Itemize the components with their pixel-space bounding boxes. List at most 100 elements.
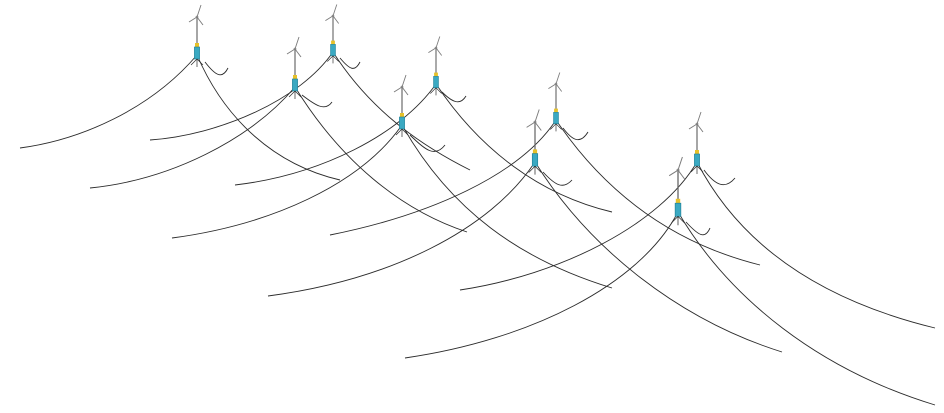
transition-band (434, 72, 438, 77)
mooring-line (685, 221, 711, 236)
mooring-line (562, 127, 589, 141)
blade (668, 169, 679, 177)
mooring-line (404, 211, 679, 359)
blade (534, 109, 540, 123)
blade (688, 123, 698, 130)
blade (696, 123, 704, 133)
blade (526, 121, 536, 128)
mooring-line (401, 124, 613, 289)
transition-band (554, 108, 558, 113)
blade (555, 72, 561, 85)
transition-band (532, 149, 538, 154)
mooring-line (267, 161, 536, 297)
blade (332, 15, 340, 24)
bridle-line (430, 87, 437, 94)
bridle-line (534, 165, 542, 173)
bridle-line (435, 87, 442, 94)
spar-buoy (292, 78, 298, 92)
blade (196, 4, 202, 18)
blade (534, 121, 542, 131)
bridle-line (196, 58, 204, 66)
blade (401, 86, 409, 96)
mooring-line (329, 119, 557, 236)
floating-wind-turbine-icon (325, 4, 340, 64)
mooring-line (435, 83, 613, 213)
spar-buoy (330, 44, 336, 57)
floating-wind-turbine-icon (393, 74, 409, 137)
floating-wind-turbine-icon (428, 36, 443, 96)
blade (555, 83, 563, 92)
bridle-line (550, 123, 557, 130)
bridle-line (395, 128, 403, 136)
blade (435, 36, 441, 49)
blade (196, 16, 204, 26)
spar-buoy (553, 112, 559, 125)
transition-band (331, 40, 335, 45)
blade (677, 169, 685, 180)
blade (401, 74, 407, 88)
bridle-line (696, 165, 704, 173)
blade (548, 83, 557, 90)
floating-wind-turbine-icon (688, 111, 704, 174)
bridle-line (671, 216, 679, 224)
mooring-line (696, 161, 936, 329)
blade (332, 4, 338, 17)
blade (188, 16, 198, 23)
mooring-line (409, 134, 446, 152)
bridle-line (401, 128, 409, 136)
blade (696, 111, 702, 125)
bridle-line (528, 165, 536, 173)
spar-buoy (531, 153, 539, 167)
mooring-line (441, 91, 467, 103)
mooring-line (171, 124, 403, 239)
floating-wind-turbine-icon (286, 36, 302, 99)
floating-wind-turbine-icon (188, 4, 204, 67)
turbines-layer (188, 4, 704, 226)
floating-wind-turbine-icon (548, 72, 563, 132)
blade (435, 47, 443, 56)
mooring-line (555, 119, 761, 266)
transition-band (400, 113, 404, 117)
spar-buoy (399, 116, 405, 130)
transition-band (695, 150, 699, 154)
blade (428, 47, 437, 54)
mooring-line (204, 61, 229, 76)
bridle-line (690, 165, 698, 173)
mooring-line (196, 54, 341, 181)
transition-band (675, 198, 681, 204)
spar-buoy (674, 202, 682, 217)
blade (325, 15, 334, 22)
bridle-line (555, 123, 562, 130)
floating-wind-turbine-icon (526, 109, 542, 175)
mooring-line (234, 83, 437, 186)
transition-band (195, 43, 199, 47)
mooring-line (542, 171, 573, 186)
blade (677, 156, 683, 171)
bridle-line (332, 55, 339, 62)
mooring-line (677, 211, 936, 406)
bridle-line (288, 90, 296, 98)
bridle-line (327, 55, 334, 62)
blade (286, 48, 296, 55)
transition-band (293, 75, 297, 79)
mooring-line (703, 169, 736, 186)
mooring-line (339, 57, 361, 69)
mooring-line (294, 86, 468, 233)
floating-wind-turbine-icon (668, 156, 685, 226)
mooring-line (19, 54, 198, 149)
spar-buoy (694, 153, 700, 167)
spar-buoy (433, 76, 439, 89)
bridle-line (294, 90, 302, 98)
mooring-line (459, 161, 698, 291)
spar-buoy (194, 46, 200, 60)
mooring-line (534, 161, 783, 353)
mooring-line (301, 94, 333, 108)
bridle-line (190, 58, 198, 66)
mooring-line (89, 86, 296, 189)
mooring-lines-layer (19, 51, 936, 406)
bridle-line (677, 216, 685, 224)
mooring-line (149, 51, 334, 141)
blade (393, 86, 403, 93)
blade (294, 48, 302, 58)
